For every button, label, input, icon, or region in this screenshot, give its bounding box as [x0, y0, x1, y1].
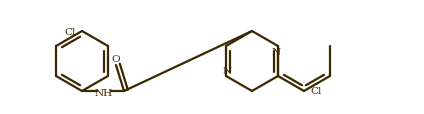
Text: Cl: Cl [64, 27, 76, 36]
Text: O: O [112, 54, 120, 63]
Text: N: N [271, 48, 281, 57]
Text: N: N [223, 66, 232, 75]
Text: NH: NH [95, 88, 113, 97]
Text: Cl: Cl [310, 87, 321, 96]
